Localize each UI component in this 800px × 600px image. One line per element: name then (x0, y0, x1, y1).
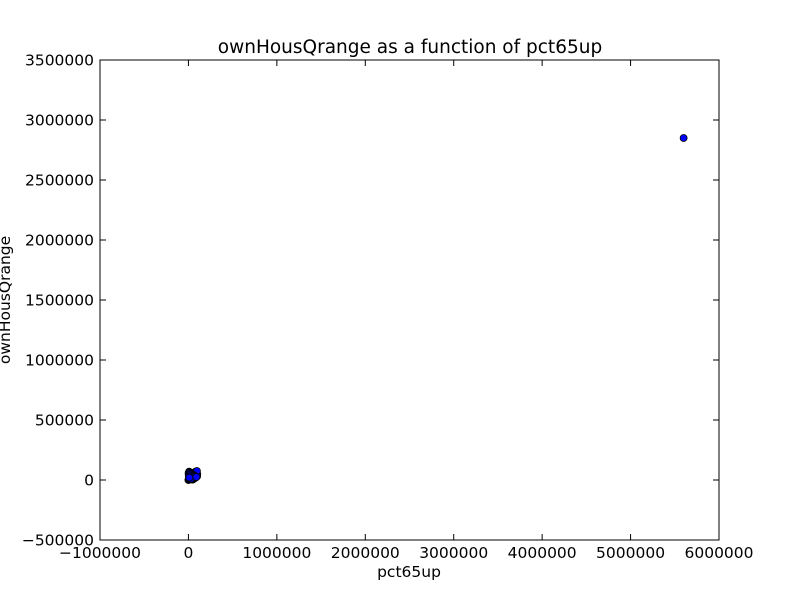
x-tick-label: 4000000 (508, 544, 577, 562)
x-axis-label: pct65up (377, 563, 441, 581)
y-tick-label: 2000000 (25, 232, 94, 250)
x-tick-label: 5000000 (596, 544, 665, 562)
chart-title: ownHousQrange as a function of pct65up (218, 37, 602, 58)
data-point (679, 134, 688, 142)
x-tick-label: 2000000 (331, 544, 400, 562)
plot-frame (99, 59, 720, 541)
y-tick-label: −500000 (22, 532, 94, 550)
x-tick-label: 6000000 (684, 544, 753, 562)
x-tick-label: 3000000 (419, 544, 488, 562)
y-tick-label: 3500000 (25, 52, 94, 70)
x-tick-label: 1000000 (242, 544, 311, 562)
y-tick-label: 500000 (35, 412, 94, 430)
data-point (192, 473, 201, 481)
x-tick-label: −1000000 (59, 544, 141, 562)
y-axis-label: ownHousQrange (0, 236, 14, 364)
x-tick-label: 0 (183, 544, 193, 562)
y-tick-label: 2500000 (25, 172, 94, 190)
y-tick-label: 1500000 (25, 292, 94, 310)
ticks-layer: −1000000 0 1000000 2000000 3000000 4000000 500… (22, 52, 754, 563)
y-tick-label: 3000000 (25, 112, 94, 130)
y-tick-label: 0 (84, 472, 94, 490)
points-layer (184, 134, 688, 484)
y-tick-label: 1000000 (25, 352, 94, 370)
data-point (185, 473, 194, 482)
